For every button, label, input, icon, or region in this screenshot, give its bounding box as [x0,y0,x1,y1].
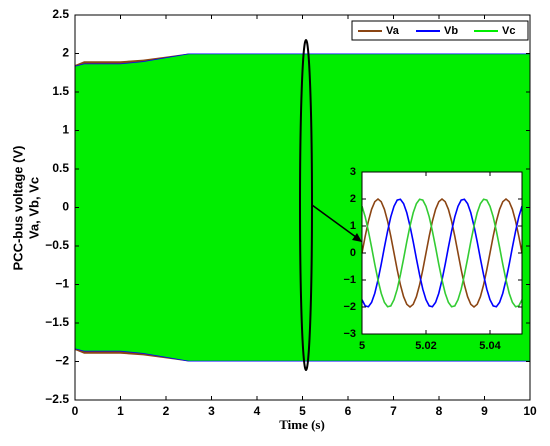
y-tick-label: 2.5 [52,7,69,21]
x-tick-label: 5.02 [415,340,436,352]
x-tick-label: 10 [523,404,537,418]
plot-frame [74,14,531,401]
x-tick-label: 5 [359,340,365,352]
y-tick-label: 2 [62,46,69,60]
x-tick-label: 7 [390,404,397,418]
inset-background [362,172,522,334]
y-tick-label: −1.5 [45,315,69,329]
y-tick-label: −1 [55,277,69,291]
y-tick-label: 3 [350,166,356,178]
y-tick-label: 0 [62,200,69,214]
y-tick-label: −3 [343,328,356,340]
x-tick-label: 6 [345,404,352,418]
x-tick-label: 4 [254,404,261,418]
y-tick-label: 1 [350,220,356,232]
x-tick-label: 9 [481,404,488,418]
x-tick-label: 1 [117,404,124,418]
zoom-arrowhead [352,233,362,242]
y-tick-label: 1.5 [52,84,69,98]
zoom-arrow [311,204,361,241]
y-axis-label: PCC-bus voltage (V) [10,146,25,271]
y-tick-label: −2.5 [45,392,69,406]
legend-label: Vb [444,25,458,37]
y-tick-label: 0 [350,247,356,259]
y-tick-label: 0.5 [52,161,69,175]
y-tick-label: −2 [343,301,356,313]
y-tick-label: 1 [62,123,69,137]
y-tick-label: −0.5 [45,238,69,252]
x-tick-label: 5.04 [479,340,501,352]
y-tick-label: −1 [343,274,356,286]
x-tick-label: 8 [436,404,443,418]
y-tick-label: −2 [55,354,69,368]
y-tick-label: 2 [350,193,356,205]
x-tick-label: 3 [208,404,215,418]
x-tick-label: 2 [163,404,170,418]
legend-label: Va [386,25,400,37]
y-axis-label: Va, Vb, Vc [26,177,41,239]
legend-label: Vc [502,25,515,37]
x-tick-label: 0 [72,404,79,418]
x-axis-label: Time (s) [279,417,325,432]
plot-frame [361,171,523,335]
x-tick-label: 5 [299,404,306,418]
voltage-line [361,198,523,308]
